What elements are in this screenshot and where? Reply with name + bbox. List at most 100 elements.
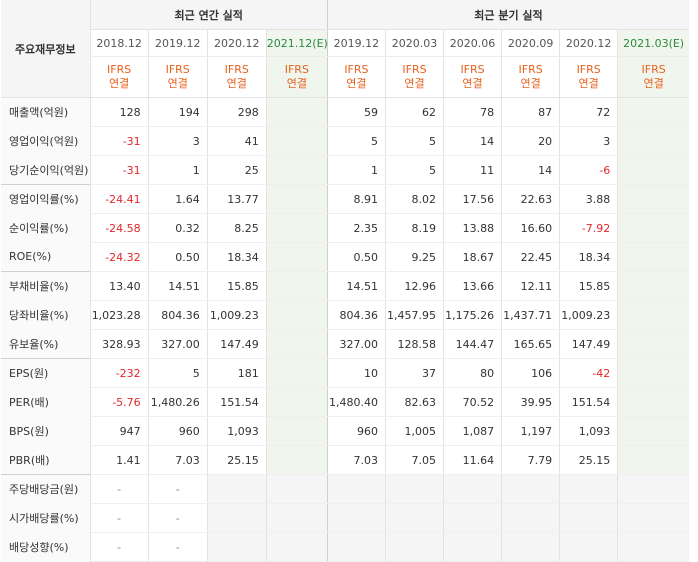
- cell-quarterly-1: 12.96: [385, 271, 445, 301]
- cell-annual-1: 327.00: [148, 329, 208, 359]
- cell-annual-3: [266, 474, 328, 504]
- cell-quarterly-4: [559, 503, 619, 533]
- period-annual-0: 2018.12: [90, 29, 149, 57]
- accounting-standard-row: IFRS 연결 IFRS 연결 IFRS 연결 IFRS 연결 IFRS 연결 IFRS 연결 IFRS…: [1, 56, 689, 98]
- period-quarterly-1: 2020.03: [385, 29, 445, 57]
- cell-quarterly-0: 10: [327, 358, 386, 388]
- row-label: BPS(원): [1, 416, 91, 446]
- cell-quarterly-2: 17.56: [443, 184, 503, 214]
- ifrs-label: IFRS: [402, 63, 427, 76]
- row-label: 당좌비율(%): [1, 300, 91, 330]
- cell-annual-3: [266, 445, 328, 475]
- cell-annual-2: 18.34: [207, 242, 267, 272]
- cell-quarterly-5: [617, 387, 689, 417]
- cell-quarterly-2: 70.52: [443, 387, 503, 417]
- cell-quarterly-5: [617, 213, 689, 243]
- ifrs-badge: IFRS 연결: [559, 56, 619, 98]
- cell-quarterly-2: 13.88: [443, 213, 503, 243]
- cell-quarterly-4: 151.54: [559, 387, 619, 417]
- row-label: 시가배당률(%): [1, 503, 91, 533]
- cell-annual-2: 25.15: [207, 445, 267, 475]
- table-row: 시가배당률(%) - -: [1, 503, 689, 533]
- quarterly-title: 최근 분기 실적: [327, 0, 689, 30]
- cell-quarterly-1: [385, 532, 445, 562]
- cell-annual-2: 147.49: [207, 329, 267, 359]
- cell-quarterly-0: 8.91: [327, 184, 386, 214]
- cell-quarterly-1: 82.63: [385, 387, 445, 417]
- cell-annual-0: 1.41: [90, 445, 149, 475]
- table-body: 매출액(억원) 128 194 298 59 62 78 87 72 영업이익(억원) -31 3 41…: [1, 97, 689, 562]
- cell-quarterly-1: 1,005: [385, 416, 445, 446]
- ifrs-badge: IFRS 연결: [501, 56, 561, 98]
- cell-annual-0: -31: [90, 155, 149, 185]
- period-quarterly-3: 2020.09: [501, 29, 561, 57]
- cell-quarterly-4: [559, 532, 619, 562]
- period-quarterly-4: 2020.12: [559, 29, 619, 57]
- cell-quarterly-3: 1,437.71: [501, 300, 561, 330]
- ifrs-badge: IFRS 연결: [207, 56, 267, 98]
- consolidated-label: 연결: [167, 77, 188, 90]
- cell-annual-2: 25: [207, 155, 267, 185]
- cell-quarterly-1: [385, 474, 445, 504]
- cell-quarterly-0: 14.51: [327, 271, 386, 301]
- cell-annual-1: 7.03: [148, 445, 208, 475]
- cell-quarterly-5: [617, 97, 689, 127]
- annual-title: 최근 연간 실적: [90, 0, 328, 30]
- cell-quarterly-3: [501, 532, 561, 562]
- cell-quarterly-1: 9.25: [385, 242, 445, 272]
- ifrs-label: IFRS: [344, 63, 369, 76]
- consolidated-label: 연결: [404, 77, 425, 90]
- cell-quarterly-2: [443, 474, 503, 504]
- cell-quarterly-4: 72: [559, 97, 619, 127]
- cell-annual-2: 8.25: [207, 213, 267, 243]
- table-row: 영업이익(억원) -31 3 41 5 5 14 20 3: [1, 126, 689, 156]
- cell-annual-1: 1: [148, 155, 208, 185]
- ifrs-label: IFRS: [641, 63, 666, 76]
- row-label: PBR(배): [1, 445, 91, 475]
- cell-quarterly-0: 0.50: [327, 242, 386, 272]
- row-label: EPS(원): [1, 358, 91, 388]
- cell-quarterly-0: 1: [327, 155, 386, 185]
- cell-quarterly-0: 59: [327, 97, 386, 127]
- cell-quarterly-3: 106: [501, 358, 561, 388]
- cell-quarterly-1: 8.02: [385, 184, 445, 214]
- cell-annual-1: -: [148, 474, 208, 504]
- cell-annual-0: -: [90, 474, 149, 504]
- row-label: 부채비율(%): [1, 271, 91, 301]
- row-label: 영업이익률(%): [1, 184, 91, 214]
- cell-annual-3: [266, 184, 328, 214]
- cell-annual-3: [266, 358, 328, 388]
- period-quarterly-5: 2021.03(E): [617, 29, 689, 57]
- cell-quarterly-0: [327, 474, 386, 504]
- cell-quarterly-4: [559, 474, 619, 504]
- cell-quarterly-5: [617, 155, 689, 185]
- cell-quarterly-3: 16.60: [501, 213, 561, 243]
- cell-quarterly-2: 13.66: [443, 271, 503, 301]
- table-row: ROE(%) -24.32 0.50 18.34 0.50 9.25 18.67 22.45 1…: [1, 242, 689, 272]
- cell-annual-3: [266, 503, 328, 533]
- cell-annual-3: [266, 271, 328, 301]
- cell-annual-0: 13.40: [90, 271, 149, 301]
- cell-annual-0: -232: [90, 358, 149, 388]
- cell-annual-1: -: [148, 532, 208, 562]
- cell-quarterly-2: 1,087: [443, 416, 503, 446]
- cell-quarterly-3: 20: [501, 126, 561, 156]
- table-row: 당기순이익(억원) -31 1 25 1 5 11 14 -6: [1, 155, 689, 185]
- cell-annual-3: [266, 155, 328, 185]
- cell-annual-2: 181: [207, 358, 267, 388]
- table-row: BPS(원) 947 960 1,093 960 1,005 1,087 1,197 1,093: [1, 416, 689, 446]
- cell-annual-3: [266, 329, 328, 359]
- cell-quarterly-3: 22.45: [501, 242, 561, 272]
- ifrs-badge: IFRS 연결: [385, 56, 445, 98]
- row-label: 순이익률(%): [1, 213, 91, 243]
- cell-quarterly-4: 25.15: [559, 445, 619, 475]
- cell-quarterly-5: [617, 416, 689, 446]
- cell-quarterly-3: 87: [501, 97, 561, 127]
- table-row: 배당성향(%) - -: [1, 532, 689, 562]
- ifrs-badge: IFRS 연결: [617, 56, 689, 98]
- cell-quarterly-5: [617, 358, 689, 388]
- row-label: 매출액(억원): [1, 97, 91, 127]
- cell-quarterly-1: 5: [385, 126, 445, 156]
- cell-annual-3: [266, 242, 328, 272]
- cell-annual-1: 14.51: [148, 271, 208, 301]
